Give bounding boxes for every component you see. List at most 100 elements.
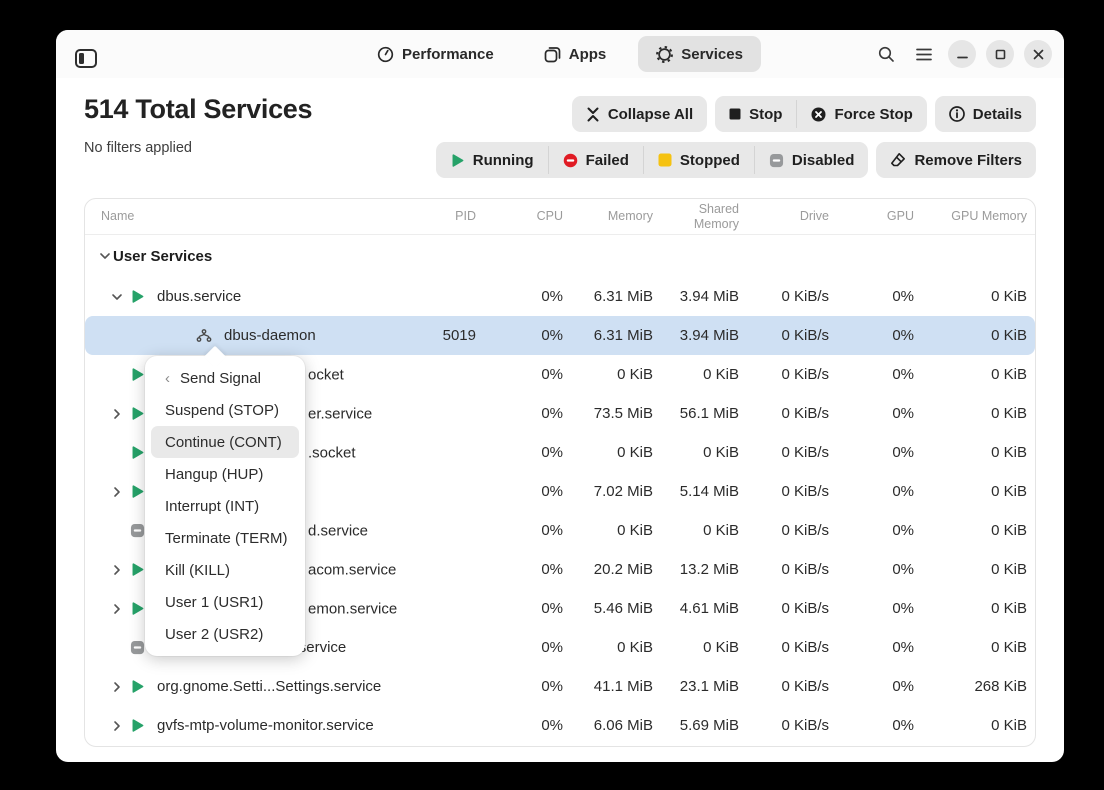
- chevron-right-icon[interactable]: [109, 407, 125, 421]
- gpu-memory-cell: 268 KiB: [974, 678, 1027, 695]
- menu-item-kill-kill[interactable]: Kill (KILL): [165, 561, 231, 579]
- shared-memory-cell: 5.14 MiB: [679, 483, 739, 500]
- service-row[interactable]: 0% 7.02 MiB 5.14 MiB 0 KiB/s 0% 0 KiB: [85, 472, 1035, 511]
- column-header-cpu[interactable]: CPU: [536, 209, 563, 224]
- service-row[interactable]: .socket 0% 0 KiB 0 KiB 0 KiB/s 0% 0 KiB: [85, 433, 1035, 472]
- column-header-name[interactable]: Name: [101, 209, 135, 224]
- chevron-right-icon[interactable]: [109, 602, 125, 616]
- column-header-gpu-memory[interactable]: GPU Memory: [951, 209, 1027, 224]
- gpu-memory-cell: 0 KiB: [991, 600, 1027, 617]
- name-cell: dbus.service: [85, 288, 386, 305]
- sidebar-toggle-icon[interactable]: [72, 44, 100, 72]
- gpu-memory-cell: 0 KiB: [991, 288, 1027, 305]
- menu-item-hangup-hup[interactable]: Hangup (HUP): [165, 465, 264, 483]
- chevron-right-icon[interactable]: [109, 719, 125, 733]
- stopped-icon: [658, 153, 672, 167]
- name-cell: .socket: [85, 444, 386, 461]
- gpu-cell: 0%: [892, 405, 914, 422]
- stop-button[interactable]: Stop: [715, 96, 796, 132]
- column-header-gpu[interactable]: GPU: [886, 209, 914, 224]
- shared-memory-cell: 0 KiB: [703, 639, 739, 656]
- service-row[interactable]: ocket 0% 0 KiB 0 KiB 0 KiB/s 0% 0 KiB: [85, 355, 1035, 394]
- menu-item-continue-cont[interactable]: Continue (CONT): [151, 426, 299, 458]
- tab-performance[interactable]: Performance: [359, 36, 512, 72]
- drive-cell: 0 KiB/s: [781, 288, 829, 305]
- menu-item-user-2-usr2[interactable]: User 2 (USR2): [165, 625, 264, 643]
- chevron-right-icon[interactable]: [109, 563, 125, 577]
- tab-label: Performance: [402, 45, 494, 63]
- details-button[interactable]: Details: [934, 96, 1036, 132]
- disabled-icon: [769, 153, 784, 168]
- service-row[interactable]: gvfs-mtp-volume-monitor.service 0% 6.06 Mi…: [85, 706, 1035, 745]
- drive-cell: 0 KiB/s: [781, 444, 829, 461]
- group-row[interactable]: User Services: [85, 235, 1035, 277]
- name-cell: User Services: [85, 248, 1027, 265]
- menu-icon[interactable]: [910, 40, 938, 68]
- service-row[interactable]: dbus.service 0% 6.31 MiB 3.94 MiB 0 KiB/s 0% 0…: [85, 277, 1035, 316]
- cpu-cell: 0%: [541, 561, 563, 578]
- gpu-cell: 0%: [892, 327, 914, 344]
- memory-cell: 0 KiB: [617, 444, 653, 461]
- remove-filters-button[interactable]: Remove Filters: [876, 142, 1036, 178]
- memory-cell: 6.31 MiB: [593, 288, 653, 305]
- menu-header-send-signal[interactable]: ‹ Send Signal: [151, 362, 299, 394]
- search-icon[interactable]: [872, 40, 900, 68]
- memory-cell: 5.46 MiB: [593, 600, 653, 617]
- name-cell: dbus-daemon: [85, 327, 386, 344]
- service-name-fragment: er.service: [308, 405, 373, 422]
- chevron-down-icon[interactable]: [109, 290, 125, 304]
- disabled-icon: [129, 640, 145, 655]
- menu-item-interrupt-int[interactable]: Interrupt (INT): [165, 497, 260, 515]
- column-header-drive[interactable]: Drive: [799, 209, 829, 224]
- shared-memory-cell: 3.94 MiB: [679, 327, 739, 344]
- force-stop-button[interactable]: Force Stop: [797, 96, 926, 132]
- filter-disabled-button[interactable]: Disabled: [755, 142, 869, 178]
- maximize-button[interactable]: [986, 40, 1014, 68]
- service-row[interactable]: dbus-daemon 5019 0% 6.31 MiB 3.94 MiB 0 KiB/s…: [85, 316, 1035, 355]
- chevron-down-icon[interactable]: [97, 249, 113, 263]
- cpu-cell: 0%: [541, 678, 563, 695]
- collapse-all-label: Collapse All: [607, 105, 694, 123]
- service-name-fragment: emon.service: [308, 600, 398, 617]
- drive-cell: 0 KiB/s: [781, 366, 829, 383]
- minimize-button[interactable]: [948, 40, 976, 68]
- column-header-memory[interactable]: Memory: [607, 209, 653, 224]
- filter-running-button[interactable]: Running: [436, 142, 548, 178]
- name-cell: ocket: [85, 366, 386, 383]
- service-row[interactable]: org.gnome.Setti...Settings.service 0% 41.1…: [85, 667, 1035, 706]
- filter-failed-button[interactable]: Failed: [549, 142, 643, 178]
- tab-services[interactable]: Services: [638, 36, 761, 72]
- running-play-icon: [129, 484, 145, 499]
- running-play-icon: [129, 289, 145, 304]
- name-cell: org.gnome.Setti...Settings.service: [85, 678, 386, 695]
- force-stop-label: Force Stop: [834, 105, 913, 123]
- column-header-pid[interactable]: PID: [455, 209, 476, 224]
- service-row[interactable]: emon.service 0% 5.46 MiB 4.61 MiB 0 KiB/s 0% 0…: [85, 589, 1035, 628]
- service-name-fragment: acom.service: [308, 561, 397, 578]
- tab-label: Apps: [568, 45, 607, 63]
- button-divider: [796, 100, 798, 128]
- service-row[interactable]: er.service 0% 73.5 MiB 56.1 MiB 0 KiB/s 0% 0 K…: [85, 394, 1035, 433]
- service-row[interactable]: acom.service 0% 20.2 MiB 13.2 MiB 0 KiB/s 0% 0…: [85, 550, 1035, 589]
- info-icon: [948, 106, 965, 122]
- drive-cell: 0 KiB/s: [781, 678, 829, 695]
- menu-item-user-1-usr1[interactable]: User 1 (USR1): [165, 593, 264, 611]
- menu-item-suspend-stop[interactable]: Suspend (STOP): [165, 401, 279, 419]
- close-button[interactable]: [1024, 40, 1052, 68]
- memory-cell: 41.1 MiB: [593, 678, 653, 695]
- memory-cell: 6.31 MiB: [593, 327, 653, 344]
- column-header-shared-memory[interactable]: Shared Memory: [693, 202, 739, 231]
- service-row[interactable]: d.service 0% 0 KiB 0 KiB 0 KiB/s 0% 0 KiB: [85, 511, 1035, 550]
- menu-item-terminate-term[interactable]: Terminate (TERM): [165, 529, 288, 547]
- filter-stopped-button[interactable]: Stopped: [644, 142, 754, 178]
- cpu-cell: 0%: [541, 366, 563, 383]
- collapse-all-button[interactable]: Collapse All: [571, 96, 708, 132]
- gpu-memory-cell: 0 KiB: [991, 366, 1027, 383]
- cpu-cell: 0%: [541, 405, 563, 422]
- chevron-right-icon[interactable]: [109, 680, 125, 694]
- chevron-right-icon[interactable]: [109, 485, 125, 499]
- gpu-cell: 0%: [892, 717, 914, 734]
- collapse-icon: [586, 107, 600, 122]
- tab-apps[interactable]: Apps: [526, 36, 625, 72]
- cpu-cell: 0%: [541, 483, 563, 500]
